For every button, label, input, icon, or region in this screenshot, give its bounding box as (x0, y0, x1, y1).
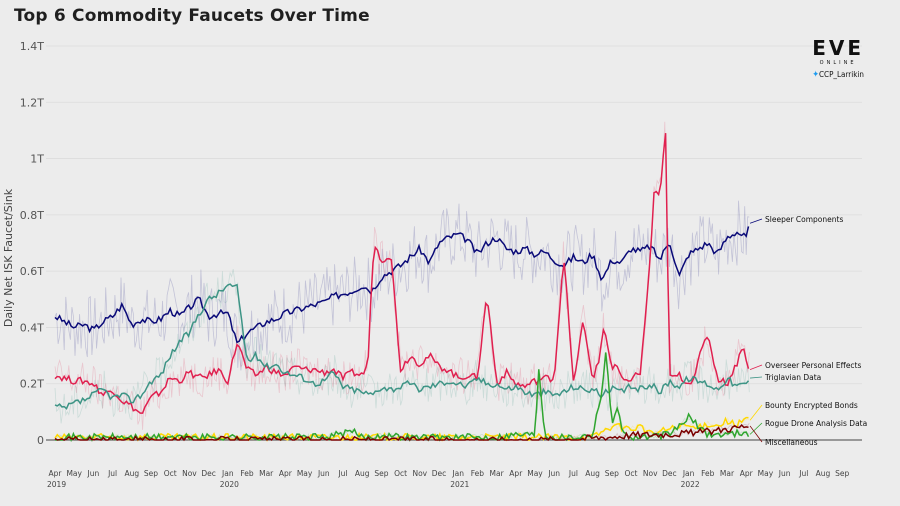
series-label: Miscellaneous (765, 438, 818, 447)
x-tick-label: Aug (355, 469, 370, 478)
x-tick-label: Jul (107, 469, 117, 478)
series-label: Rogue Drone Analysis Data (765, 419, 867, 428)
x-tick-label: Nov (412, 469, 427, 478)
x-tick-label: Apr (49, 469, 63, 478)
x-tick-label: Aug (585, 469, 600, 478)
x-tick-label: May (297, 469, 313, 478)
x-tick-label: Sep (835, 469, 849, 478)
series-line (54, 283, 750, 410)
y-tick-label: 0.8T (20, 209, 44, 222)
x-tick-label: Dec (432, 469, 447, 478)
x-tick-label: Apr (279, 469, 293, 478)
x-tick-label: Sep (374, 469, 388, 478)
eve-logo: EVE (812, 36, 864, 60)
x-year-label: 2020 (220, 480, 239, 489)
x-tick-label: Jun (87, 469, 100, 478)
x-tick-label: Aug (816, 469, 831, 478)
x-tick-label: Oct (394, 469, 407, 478)
series-label-leader (750, 376, 763, 379)
twitter-handle: ✦CCP_Larrikin (812, 70, 864, 80)
series-label-leader (749, 422, 763, 435)
x-tick-label: Apr (740, 469, 754, 478)
x-tick-label: Nov (182, 469, 197, 478)
series-raw-line (54, 269, 750, 424)
x-tick-label: Jan (451, 469, 464, 478)
x-year-label: 2022 (681, 480, 700, 489)
series-label: Bounty Encrypted Bonds (765, 401, 858, 410)
series-label-leader (749, 425, 763, 443)
series-line (55, 352, 750, 443)
x-tick-label: Jul (337, 469, 347, 478)
y-tick-label: 0.6T (20, 265, 44, 278)
y-tick-label: 0.4T (20, 321, 44, 334)
series-label: Sleeper Components (765, 215, 843, 224)
y-tick-label: 1T (30, 153, 44, 166)
series-line (54, 133, 750, 414)
y-axis-label: Daily Net ISK Faucet/Sink (2, 188, 15, 327)
x-tick-label: Nov (643, 469, 658, 478)
series-raw-line (54, 121, 750, 430)
chart-title: Top 6 Commodity Faucets Over Time (14, 6, 370, 26)
x-tick-label: Jun (317, 469, 330, 478)
y-tick-label: 0.2T (20, 378, 44, 391)
x-tick-label: Feb (701, 469, 715, 478)
x-tick-label: May (758, 469, 774, 478)
x-tick-label: Jun (547, 469, 560, 478)
x-tick-label: Mar (490, 469, 505, 478)
x-tick-label: Sep (144, 469, 158, 478)
x-tick-label: Jan (682, 469, 695, 478)
x-tick-label: Mar (259, 469, 274, 478)
series-label-leader (749, 218, 763, 224)
series-raw-line (54, 200, 750, 371)
series-label: Overseer Personal Effects (765, 361, 861, 370)
x-tick-label: Aug (124, 469, 139, 478)
series-label: Triglavian Data (764, 373, 821, 382)
series-line (54, 424, 749, 442)
x-tick-label: Dec (201, 469, 216, 478)
x-tick-label: Feb (240, 469, 254, 478)
series-label-leader (749, 364, 763, 371)
series-label-leader (749, 404, 763, 421)
y-tick-label: 1.4T (20, 40, 44, 53)
y-tick-label: 0 (37, 434, 44, 447)
eve-logo-subtitle: ONLINE (819, 60, 857, 66)
handle-text: CCP_Larrikin (819, 70, 864, 79)
x-tick-label: Jun (778, 469, 791, 478)
x-tick-label: May (66, 469, 82, 478)
x-tick-label: Sep (605, 469, 619, 478)
series-line (54, 416, 749, 442)
x-tick-label: Feb (471, 469, 485, 478)
x-tick-label: Oct (164, 469, 177, 478)
x-year-label: 2021 (450, 480, 469, 489)
series-line (54, 226, 750, 344)
twitter-bird-icon: ✦ (812, 70, 820, 80)
x-tick-label: Jul (798, 469, 808, 478)
x-tick-label: Jan (221, 469, 234, 478)
x-year-label: 2019 (47, 480, 66, 489)
x-tick-label: Mar (720, 469, 735, 478)
brand-block: EVE ONLINE ✦CCP_Larrikin (812, 38, 864, 80)
x-tick-label: Dec (662, 469, 677, 478)
x-tick-label: Jul (568, 469, 578, 478)
x-tick-label: Oct (625, 469, 638, 478)
x-tick-label: May (527, 469, 543, 478)
x-tick-label: Apr (509, 469, 523, 478)
y-tick-label: 1.2T (20, 96, 44, 109)
